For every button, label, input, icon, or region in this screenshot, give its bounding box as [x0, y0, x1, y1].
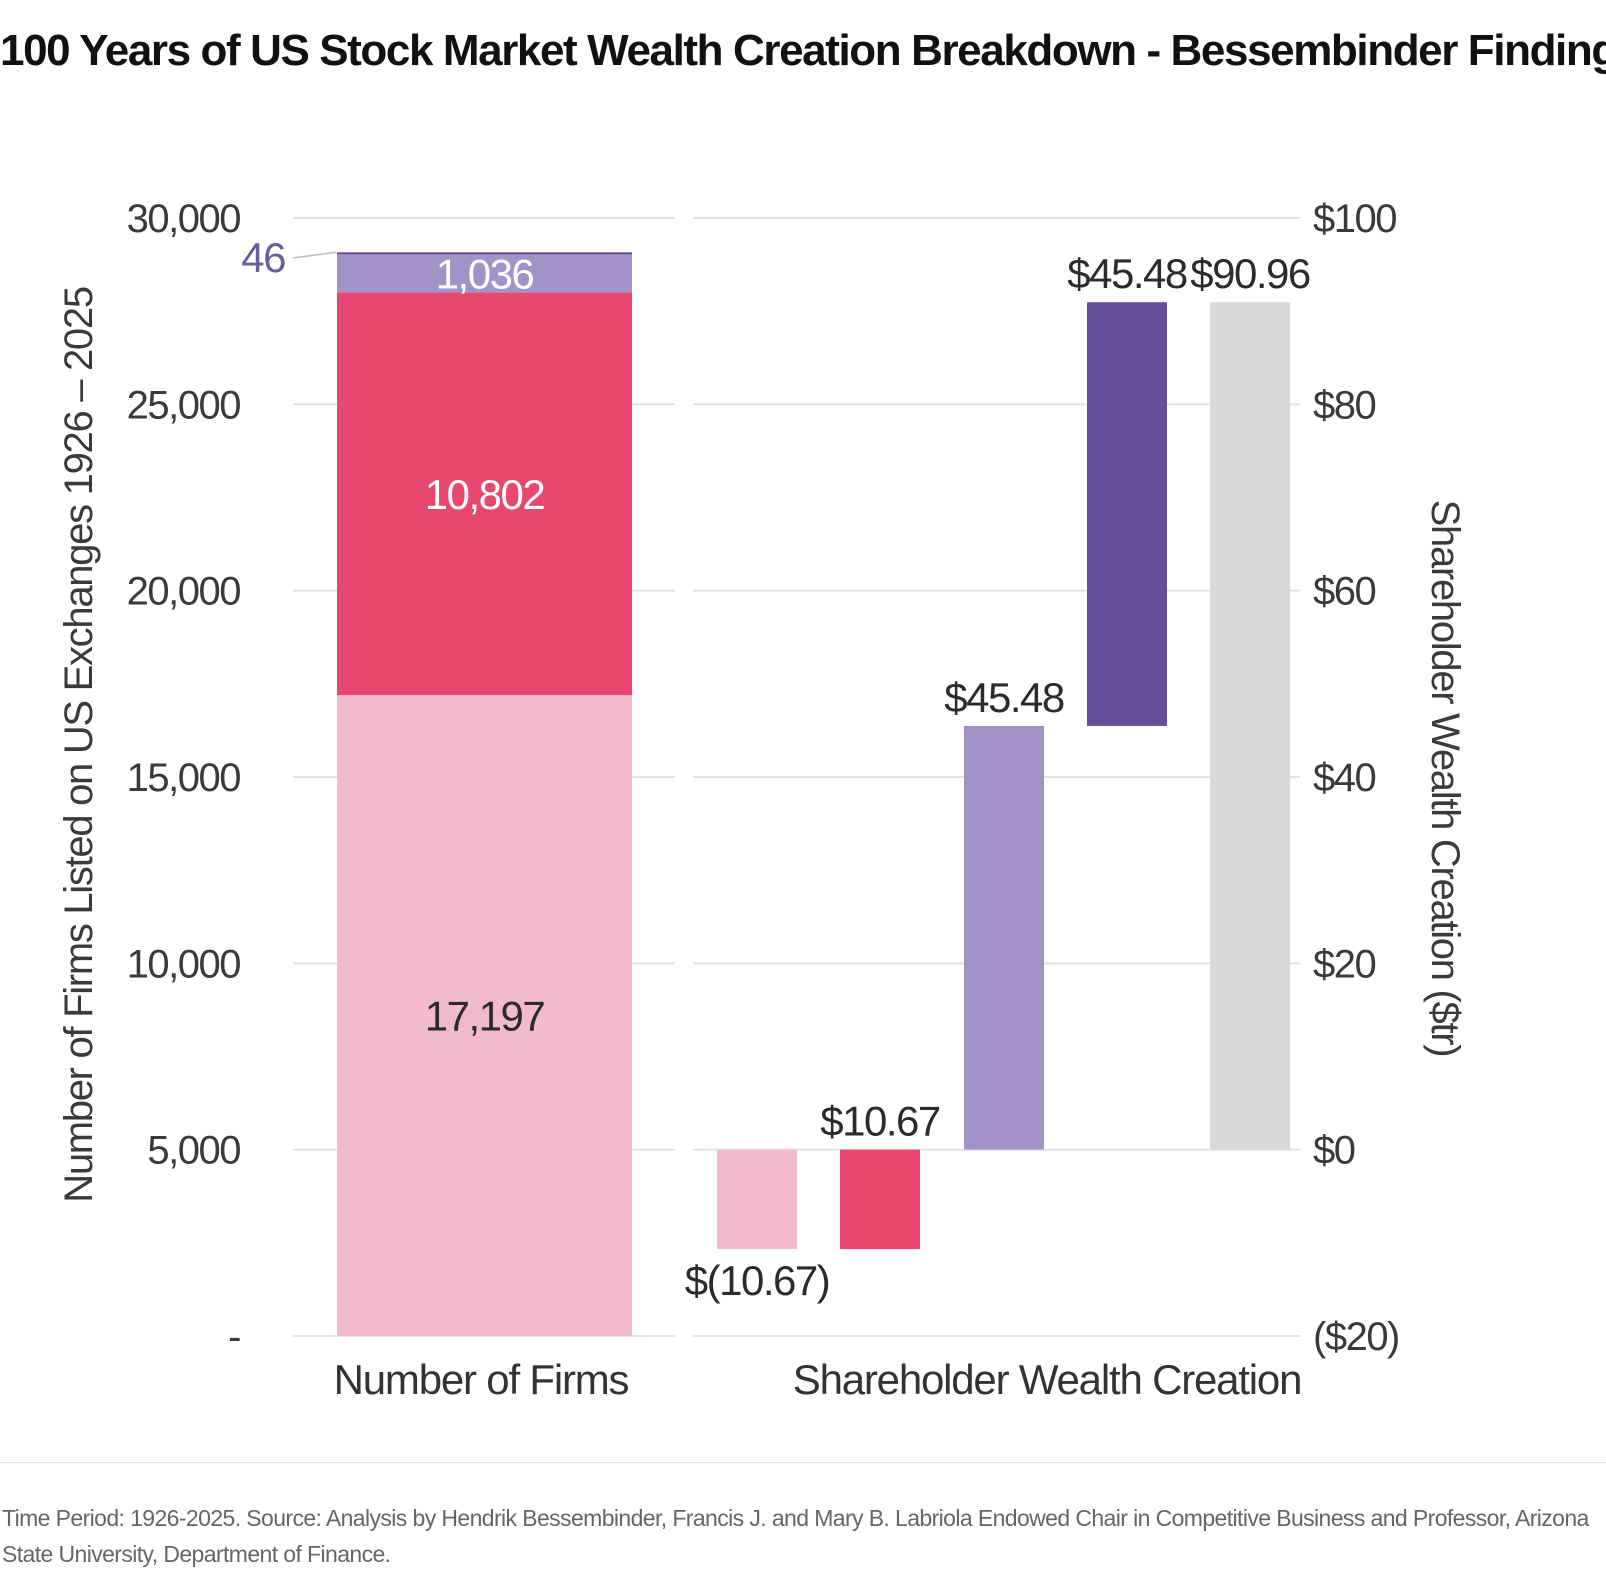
right-tick-label: $0 — [1313, 1129, 1355, 1173]
right-axis-ticks: ($20) $0 $20 $40 $60 $80 $100 — [1313, 197, 1400, 1359]
firms-segment-1 — [337, 292, 632, 696]
firms-segment-0 — [337, 695, 632, 1336]
right-tick-label: ($20) — [1313, 1315, 1399, 1359]
wealth-bar-2 — [964, 725, 1044, 1150]
wealth-bar-4 — [1210, 302, 1290, 1150]
chart-title: 100 Years of US Stock Market Wealth Crea… — [0, 26, 1606, 75]
firms-segment-label-2: 1,036 — [436, 250, 534, 297]
firms-segment-2 — [337, 253, 632, 293]
footer-divider — [0, 1462, 1606, 1463]
wealth-bar-1 — [840, 1149, 920, 1250]
firms-segment-label-0: 17,197 — [425, 993, 545, 1040]
right-tick-label: $20 — [1313, 942, 1375, 986]
left-tick-label: 5,000 — [147, 1129, 240, 1173]
firms-segment-label-1: 10,802 — [425, 471, 545, 518]
left-axis-title: Number of Firms Listed on US Exchanges 1… — [57, 287, 101, 1203]
left-axis-ticks: - 5,000 10,000 15,000 20,000 25,000 30,000 — [127, 197, 242, 1359]
right-tick-label: $100 — [1313, 197, 1396, 241]
chart-canvas: - 5,000 10,000 15,000 20,000 25,000 30,000 ($2… — [57, 197, 1467, 1403]
category-label-wealth: Shareholder Wealth Creation — [793, 1356, 1301, 1403]
right-axis-title: Shareholder Wealth Creation ($tr) — [1423, 500, 1467, 1057]
left-tick-label: - — [228, 1315, 240, 1359]
category-label-firms: Number of Firms — [334, 1356, 629, 1403]
wealth-bar-3 — [1087, 302, 1167, 726]
firms-stacked-bar — [337, 252, 632, 1336]
left-tick-label: 10,000 — [127, 942, 241, 986]
source-note: Time Period: 1926-2025. Source: Analysis… — [2, 1505, 1589, 1567]
wealth-bar-label-4: $90.96 — [1190, 250, 1310, 297]
callout-leader-line — [292, 251, 337, 259]
right-tick-label: $60 — [1313, 570, 1375, 614]
wealth-waterfall — [717, 302, 1290, 1250]
left-tick-label: 15,000 — [127, 756, 241, 800]
wealth-bar-label-0: $(10.67) — [685, 1257, 829, 1304]
firms-segment-label-3: 46 — [241, 234, 285, 281]
left-tick-label: 25,000 — [127, 383, 241, 427]
right-tick-label: $40 — [1313, 756, 1375, 800]
left-tick-label: 20,000 — [127, 570, 241, 614]
right-tick-label: $80 — [1313, 383, 1375, 427]
wealth-bar-label-3: $45.48 — [1067, 250, 1187, 297]
wealth-bar-label-1: $10.67 — [820, 1098, 940, 1145]
wealth-bar-0 — [717, 1149, 797, 1250]
wealth-bar-label-2: $45.48 — [944, 674, 1064, 721]
data-labels: 17,19710,8021,03646$(10.67)$10.67$45.48$… — [241, 234, 1311, 1304]
left-tick-label: 30,000 — [127, 197, 241, 241]
firms-segment-3 — [337, 252, 632, 255]
